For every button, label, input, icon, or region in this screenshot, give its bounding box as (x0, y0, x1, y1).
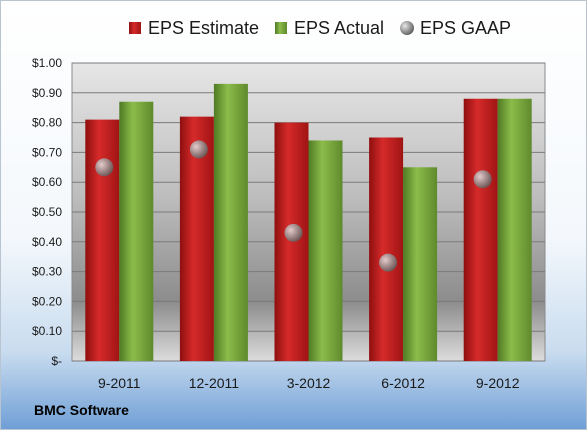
marker-eps-gaap (189, 140, 208, 159)
legend-label: EPS Actual (294, 18, 384, 38)
y-tick-label: $0.40 (32, 235, 62, 249)
bar-eps-actual (403, 167, 438, 361)
legend: EPS Estimate EPS Actual EPS GAAP (129, 18, 511, 38)
y-tick-label: $0.90 (32, 86, 62, 100)
legend-label: EPS GAAP (420, 18, 511, 38)
x-tick-label: 6-2012 (381, 375, 425, 391)
bar-eps-estimate (274, 122, 309, 361)
x-tick-label: 12-2011 (189, 375, 240, 391)
x-axis-labels: 9-2011 12-2011 3-2012 6-2012 9-2012 (98, 375, 520, 391)
legend-swatch (129, 22, 141, 34)
legend-item-eps-estimate: EPS Estimate (129, 18, 259, 38)
company-name: BMC Software (34, 402, 129, 418)
bar-eps-actual (308, 140, 343, 361)
y-tick-label: $1.00 (32, 56, 62, 70)
marker-eps-gaap (379, 253, 398, 272)
marker-eps-gaap (95, 158, 114, 177)
bar-eps-actual (497, 98, 532, 361)
legend-label: EPS Estimate (148, 18, 259, 38)
bar-eps-estimate (369, 137, 404, 361)
bars (85, 83, 532, 362)
legend-item-eps-actual: EPS Actual (275, 18, 384, 38)
marker-eps-gaap (473, 170, 492, 189)
y-tick-label: $0.30 (32, 265, 62, 279)
marker-eps-gaap (284, 223, 303, 242)
y-tick-label: $0.60 (32, 175, 62, 189)
x-tick-label: 3-2012 (287, 375, 331, 391)
y-axis-ticks: $- $0.10 $0.20 $0.30 $0.40 $0.50 $0.60 $0.70 $0.… (32, 56, 62, 368)
y-tick-label: $0.80 (32, 116, 62, 130)
bar-eps-actual (119, 101, 154, 362)
y-tick-label: $- (51, 354, 62, 368)
gaap-markers (95, 140, 492, 272)
legend-swatch (275, 22, 287, 34)
legend-swatch (400, 21, 414, 35)
x-tick-label: 9-2011 (98, 375, 141, 391)
y-tick-label: $0.70 (32, 145, 62, 159)
x-tick-label: 9-2012 (476, 375, 520, 391)
bar-eps-estimate (85, 119, 120, 362)
legend-item-eps-gaap: EPS GAAP (400, 18, 511, 38)
y-tick-label: $0.20 (32, 294, 62, 308)
y-tick-label: $0.50 (32, 205, 62, 219)
y-tick-label: $0.10 (32, 324, 62, 338)
bar-eps-actual (213, 83, 248, 362)
bar-eps-estimate (463, 98, 498, 361)
